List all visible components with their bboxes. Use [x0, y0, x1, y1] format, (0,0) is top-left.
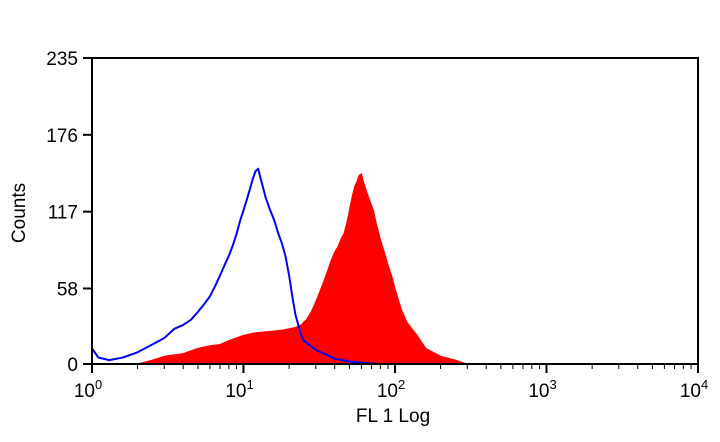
y-tick-label: 176	[46, 126, 78, 147]
y-tick-label: 235	[46, 49, 78, 70]
x-tick-label: 103	[528, 377, 556, 402]
y-tick-label: 0	[67, 355, 78, 376]
y-axis-label: Counts	[9, 183, 30, 243]
y-tick-label: 117	[48, 203, 78, 224]
x-tick-label: 100	[74, 377, 102, 402]
x-tick-label: 104	[680, 377, 708, 402]
y-axis: 0 58 117 176 235	[46, 49, 92, 376]
y-tick-label: 58	[57, 279, 78, 300]
filled-histogram-series	[137, 173, 468, 365]
outline-histogram-layer	[91, 167, 381, 365]
x-axis-label: FL 1 Log	[356, 406, 430, 427]
x-tick-label: 102	[377, 377, 405, 402]
outline-histogram-series	[91, 167, 381, 365]
x-axis: 100 101 102 103 104	[74, 364, 708, 402]
filled-histogram-layer	[137, 173, 468, 365]
x-tick-label: 101	[225, 377, 253, 402]
